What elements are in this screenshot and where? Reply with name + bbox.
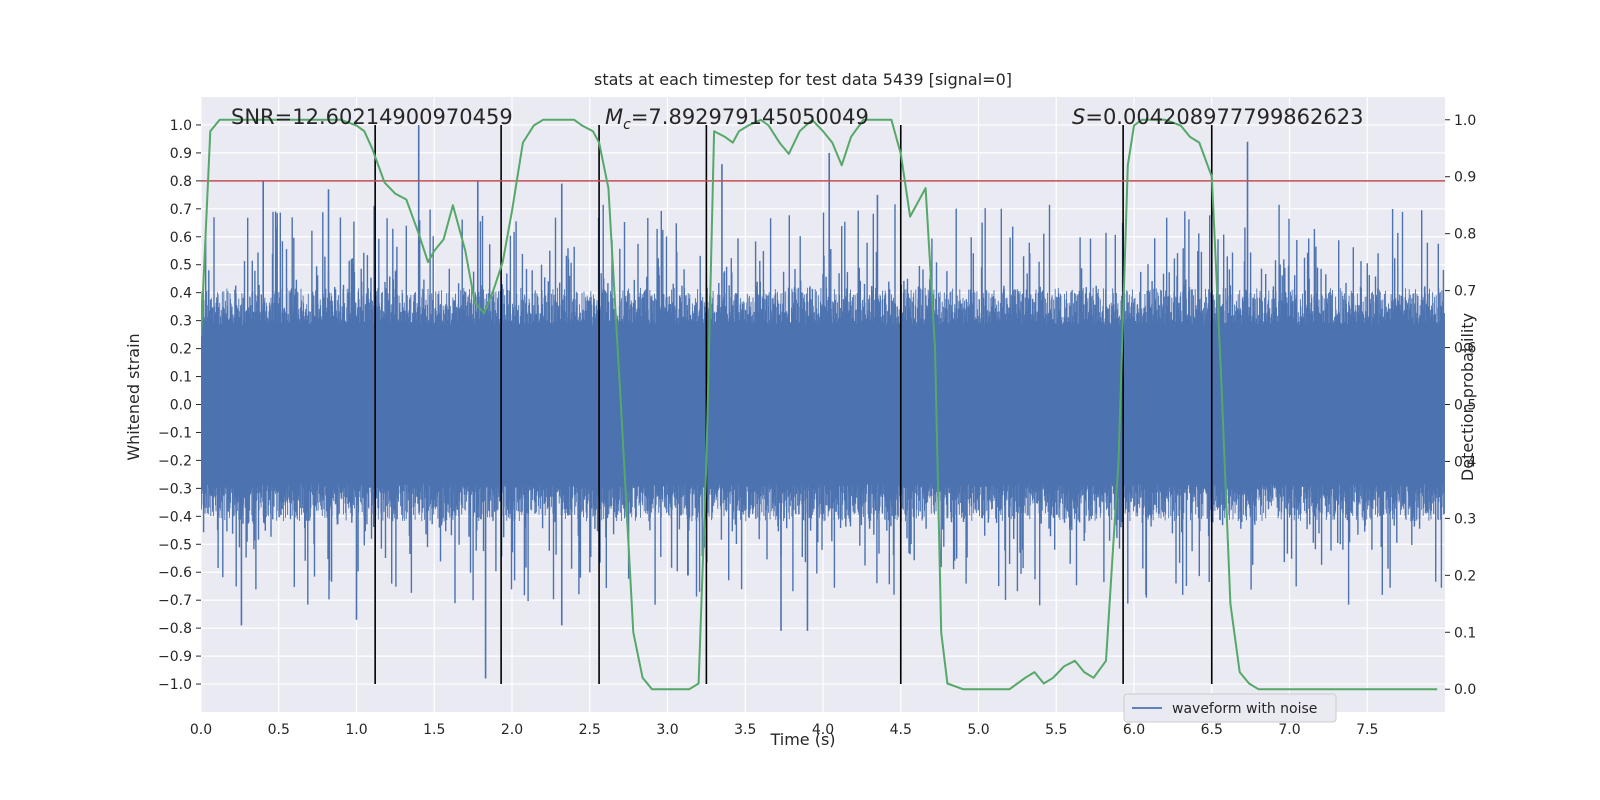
y-tick-label: 0.5	[170, 258, 192, 274]
chirp-mass-subscript: c	[623, 117, 631, 133]
legend-entry: waveform with noise	[1172, 701, 1317, 717]
y-tick-label: 0.2	[170, 342, 192, 358]
x-tick-label: 3.0	[656, 722, 678, 738]
x-tick-label: 0.0	[190, 722, 212, 738]
waveform-noise-spikes	[202, 204, 1445, 606]
y2-tick-label: 0.0	[1454, 682, 1476, 698]
y-axis-ticks: −1.0 −0.9 −0.8 −0.7 −0.6 −0.5 −0.4 −0.3 −0.2 −0.1…	[158, 118, 201, 693]
x-tick-label: 7.5	[1356, 722, 1378, 738]
x-tick-label: 3.5	[734, 722, 756, 738]
spin-value: =0.004208977799862623	[1085, 105, 1363, 129]
x-tick-label: 5.0	[967, 722, 989, 738]
y-tick-label: −0.3	[158, 481, 192, 497]
chirp-mass-value: =7.892979145050049	[631, 105, 869, 129]
chirp-mass-symbol: M	[605, 105, 623, 129]
x-tick-label: 5.5	[1045, 722, 1067, 738]
y-tick-label: 0.1	[170, 370, 192, 386]
y-tick-label: −0.6	[158, 565, 192, 581]
y-tick-label: −0.5	[158, 537, 192, 553]
y2-tick-label: 0.4	[1454, 454, 1476, 470]
x-tick-label: 7.0	[1278, 722, 1300, 738]
x-tick-label: 4.5	[890, 722, 912, 738]
y2-tick-label: 0.9	[1454, 170, 1476, 186]
y2-tick-label: 0.7	[1454, 284, 1476, 300]
spin-symbol: S	[1072, 105, 1085, 129]
y2-tick-label: 1.0	[1454, 113, 1476, 129]
x-tick-label: 6.0	[1123, 722, 1145, 738]
y2-axis-label: Detection probability	[1458, 313, 1477, 481]
y2-tick-label: 0.1	[1454, 625, 1476, 641]
snr-annotation: SNR=12.60214900970459	[231, 105, 513, 129]
y-tick-label: 0.0	[170, 398, 192, 414]
x-tick-label: 6.5	[1201, 722, 1223, 738]
legend: waveform with noise	[1123, 693, 1337, 723]
y2-tick-label: 0.2	[1454, 568, 1476, 584]
x-tick-label: 0.5	[268, 722, 290, 738]
y-tick-label: 0.3	[170, 314, 192, 330]
x-tick-label: 1.5	[423, 722, 445, 738]
detection-probability-line	[201, 118, 1438, 691]
y-tick-label: −0.1	[158, 425, 192, 441]
y-tick-label: −0.4	[158, 509, 192, 525]
event-markers	[374, 124, 1213, 685]
y2-tick-label: 0.6	[1454, 341, 1476, 357]
y-tick-label: −0.8	[158, 621, 192, 637]
y-tick-label: −0.2	[158, 453, 192, 469]
y-tick-label: 0.8	[170, 174, 192, 190]
x-axis-label: Time (s)	[769, 730, 835, 749]
y-tick-label: 0.9	[170, 146, 192, 162]
y-tick-label: 0.7	[170, 202, 192, 218]
y-axis-label: Whitened strain	[124, 333, 143, 460]
x-tick-label: 2.0	[501, 722, 523, 738]
y-tick-label: −0.9	[158, 649, 192, 665]
y-tick-label: 1.0	[170, 118, 192, 134]
y-tick-label: 0.6	[170, 230, 192, 246]
y2-axis-ticks: 0.0 0.1 0.2 0.3 0.4 0.5 0.6 0.7 0.8 0.9 1.0	[1445, 113, 1476, 698]
chart-title: stats at each timestep for test data 543…	[594, 70, 1012, 89]
y2-tick-label: 0.8	[1454, 227, 1476, 243]
legend-box	[1123, 693, 1337, 723]
spin-annotation: S=0.004208977799862623	[1072, 105, 1363, 129]
x-tick-label: 1.0	[345, 722, 367, 738]
y-tick-label: −1.0	[158, 677, 192, 693]
y2-tick-label: 0.5	[1454, 398, 1476, 414]
x-axis-ticks: 0.0 0.5 1.0 1.5 2.0 2.5 3.0 3.5 4.0 4.5 5.0 5.5 6.0 6…	[190, 722, 1379, 738]
y-tick-label: −0.7	[158, 593, 192, 609]
y2-tick-label: 0.3	[1454, 511, 1476, 527]
x-tick-label: 2.5	[579, 722, 601, 738]
chirp-mass-annotation: Mc=7.892979145050049	[605, 105, 869, 133]
x-tick-label: 4.0	[812, 722, 834, 738]
y-tick-label: 0.4	[170, 286, 192, 302]
